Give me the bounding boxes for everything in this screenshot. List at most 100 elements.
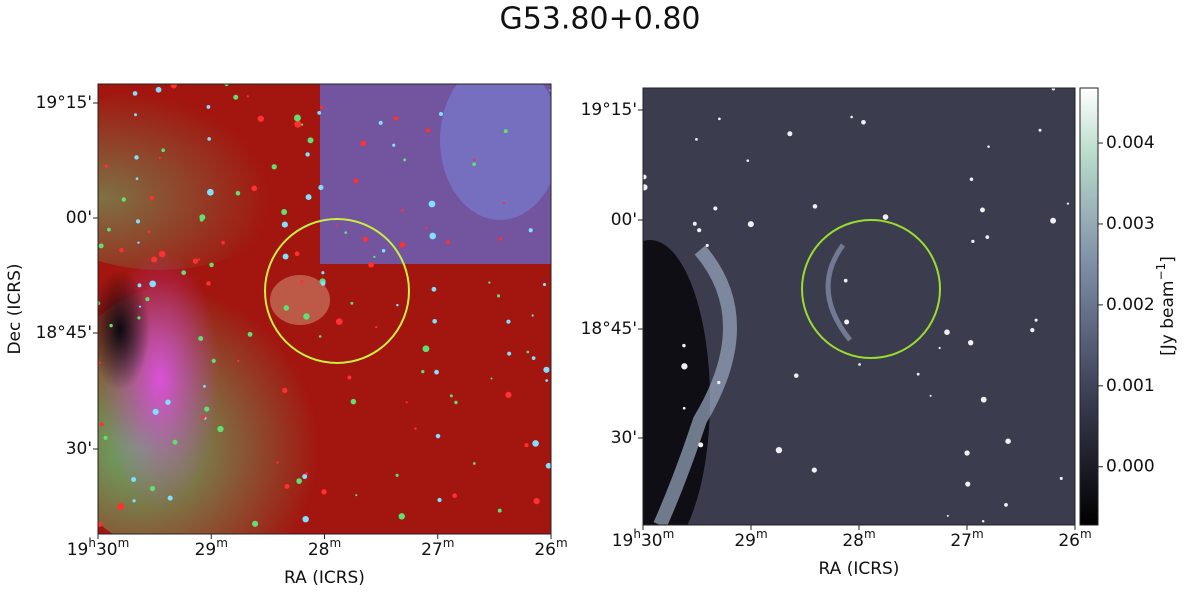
star: [1038, 128, 1042, 132]
star: [431, 286, 437, 292]
star: [507, 351, 512, 356]
star: [300, 123, 304, 126]
star: [217, 425, 224, 433]
star: [843, 278, 848, 283]
star: [347, 375, 352, 380]
star: [528, 228, 533, 233]
star: [198, 335, 204, 342]
tick-number: 26: [534, 540, 556, 560]
star: [414, 427, 417, 430]
y-tick-label: 00': [66, 208, 92, 228]
x-axis-label: RA (ICRS): [284, 568, 365, 588]
star: [713, 206, 718, 211]
star: [192, 258, 199, 264]
star: [98, 361, 101, 365]
star: [532, 440, 539, 447]
tick-unit: h: [88, 536, 96, 550]
star: [282, 253, 289, 260]
star: [350, 301, 354, 305]
star: [533, 497, 540, 505]
star: [502, 201, 506, 205]
star: [252, 520, 259, 527]
star: [811, 467, 817, 473]
star: [373, 255, 376, 259]
y-tick-label: 19°15': [36, 93, 92, 113]
star: [181, 270, 187, 276]
tick-unit: m: [972, 527, 984, 541]
star: [916, 372, 920, 376]
star: [793, 373, 799, 378]
star: [321, 489, 327, 495]
star: [1030, 328, 1035, 333]
star: [233, 94, 239, 100]
star: [681, 363, 688, 370]
star: [399, 241, 406, 248]
x-tick-label: 27m: [421, 536, 454, 561]
tick-number: 19: [67, 540, 89, 560]
star: [861, 119, 866, 125]
star: [305, 152, 310, 157]
y-tick-label: 18°45': [581, 319, 637, 339]
star: [473, 158, 476, 161]
star: [452, 493, 458, 499]
tick-unit: m: [329, 536, 341, 550]
star: [132, 91, 138, 96]
x-tick-label: 27m: [950, 527, 983, 552]
star: [542, 282, 547, 287]
star: [432, 318, 437, 324]
x-tick-label: 29m: [734, 527, 767, 552]
star: [438, 112, 443, 116]
right-image: [643, 88, 1075, 525]
star: [472, 162, 476, 167]
star: [454, 400, 458, 405]
star: [682, 343, 686, 348]
star: [198, 258, 201, 261]
star: [132, 499, 136, 503]
tick-number: 29: [734, 531, 756, 551]
star: [235, 190, 241, 196]
tick-number: 28: [308, 540, 330, 560]
star: [1059, 476, 1063, 480]
star: [137, 316, 141, 320]
colorbar-tick-label: 0.004: [1106, 133, 1155, 153]
star: [787, 131, 793, 137]
star: [392, 143, 396, 147]
star: [355, 494, 358, 497]
colorbar-label-part: ]: [1158, 256, 1178, 263]
star: [498, 237, 503, 241]
star: [204, 406, 210, 412]
star: [429, 232, 437, 240]
star: [207, 137, 211, 141]
colorbar-tick-label: 0.002: [1106, 295, 1155, 315]
star: [109, 323, 113, 328]
star: [237, 359, 240, 363]
star: [158, 157, 161, 160]
star: [201, 415, 206, 419]
star: [211, 358, 216, 363]
star: [294, 120, 302, 128]
star: [968, 339, 974, 346]
star: [449, 394, 453, 398]
star: [350, 398, 357, 405]
star: [307, 137, 314, 144]
colorbar-tick-label: 0.000: [1106, 457, 1155, 477]
star: [850, 115, 853, 119]
star: [257, 115, 265, 122]
star: [421, 369, 425, 374]
star: [375, 326, 378, 329]
star: [400, 208, 404, 212]
star: [98, 521, 103, 527]
star: [318, 335, 322, 338]
star: [137, 241, 140, 244]
tick-unit: m: [216, 536, 228, 550]
star: [360, 140, 366, 147]
star: [378, 120, 383, 125]
x-axis-label: RA (ICRS): [819, 559, 900, 579]
colorbar-tick-label: 0.003: [1106, 214, 1155, 234]
star: [320, 105, 324, 110]
star: [170, 84, 177, 89]
star: [545, 462, 551, 469]
star: [283, 305, 290, 311]
star: [135, 177, 139, 181]
